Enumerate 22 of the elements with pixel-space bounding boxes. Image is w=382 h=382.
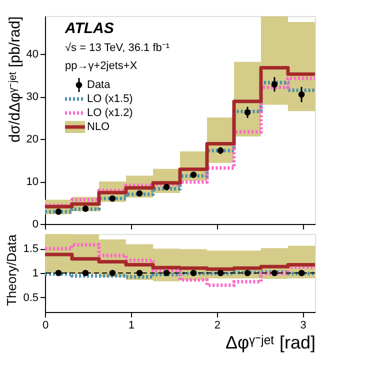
x-tick-label: 3 (300, 320, 306, 332)
y-tick-label: 0 (32, 218, 38, 230)
y-tick-label: 1 (32, 268, 38, 280)
x-tick-label: 0 (42, 320, 49, 332)
x-tick-label: 1 (128, 320, 135, 332)
y-axis-title: dσ/dΔφᵞ⁻ʲᵉᵗ [pb/rad] (6, 16, 24, 142)
legend-label: LO (x1.2) (87, 107, 133, 119)
y-tick-label: 0.5 (23, 292, 38, 304)
y-tick-label: 40 (26, 48, 38, 61)
annotation: ATLAS (64, 20, 114, 37)
y-tick-label: 20 (26, 134, 38, 146)
y-tick-label: 10 (26, 176, 38, 188)
legend-label: NLO (87, 121, 110, 133)
y-axis-title: Theory/Data (4, 234, 20, 306)
y-tick-label: 1.5 (23, 243, 38, 256)
annotation: pp→γ+2jets+X (65, 60, 138, 72)
legend-label: Data (87, 79, 112, 91)
y-tick-label: 30 (26, 91, 38, 104)
x-axis-title: Δφᵞ⁻ʲᵉᵗ [rad] (225, 332, 316, 352)
annotation: √s = 13 TeV, 36.1 fb⁻¹ (65, 42, 170, 54)
x-tick-label: 2 (214, 320, 220, 332)
legend-label: LO (x1.5) (87, 93, 133, 105)
